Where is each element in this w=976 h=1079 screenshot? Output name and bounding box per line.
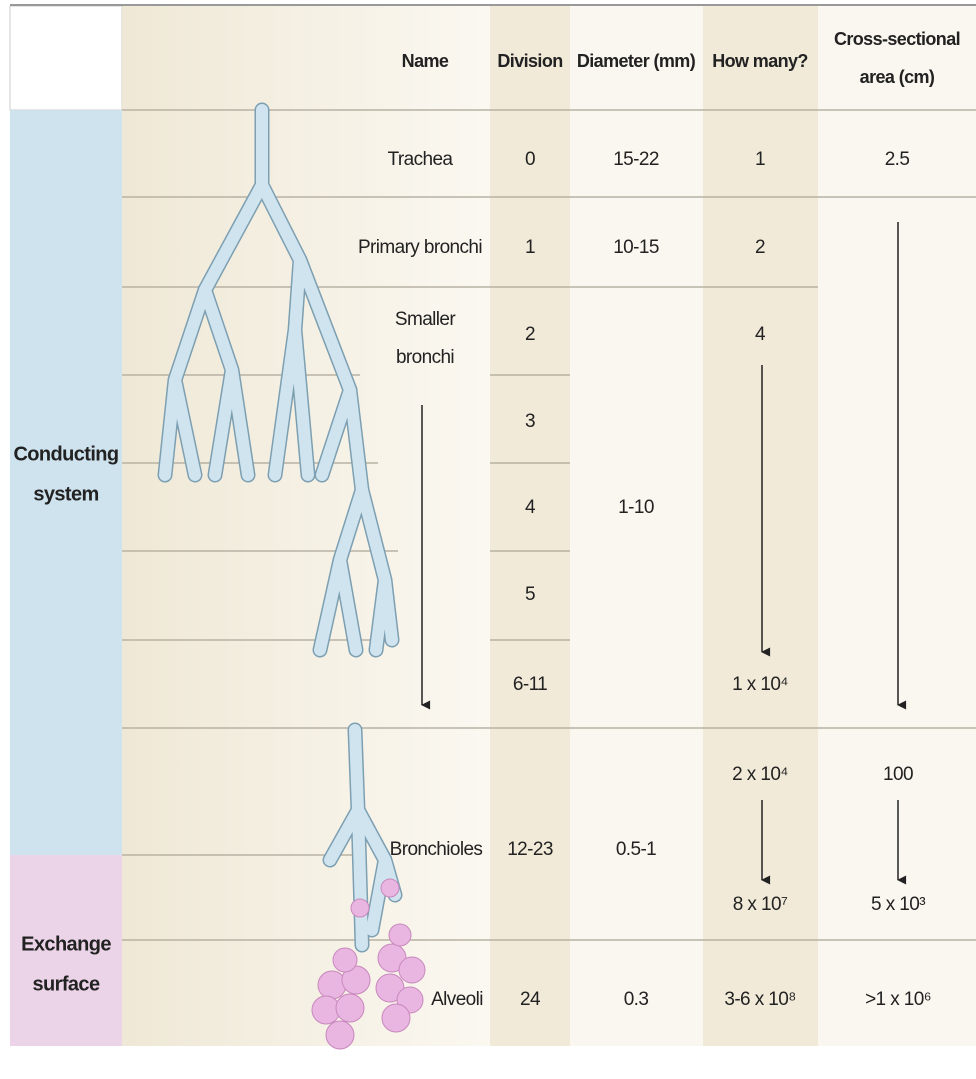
diameter: 15-22 bbox=[613, 149, 659, 170]
count: 4 bbox=[755, 324, 766, 345]
alveolus bbox=[389, 924, 411, 946]
division: 24 bbox=[520, 989, 541, 1010]
header: Name bbox=[402, 51, 449, 71]
page: Name Division Diameter (mm) How many? Cr… bbox=[0, 0, 976, 1079]
name: Trachea bbox=[388, 149, 454, 170]
header: area (cm) bbox=[860, 67, 935, 87]
area: 100 bbox=[883, 764, 913, 785]
alveolus bbox=[326, 1021, 354, 1049]
group-label: Conducting bbox=[13, 443, 118, 465]
diameter: 0.5-1 bbox=[616, 839, 656, 860]
division: 0 bbox=[525, 149, 535, 170]
count: 2 bbox=[755, 237, 765, 258]
diameter: 10-15 bbox=[613, 237, 659, 258]
division: 5 bbox=[525, 584, 535, 605]
name: Primary bronchi bbox=[358, 237, 482, 258]
group-label: Exchange bbox=[21, 933, 111, 955]
name: bronchi bbox=[396, 347, 454, 368]
division: 4 bbox=[525, 497, 536, 518]
alveolus bbox=[351, 899, 369, 917]
header: Cross-sectional bbox=[834, 29, 960, 49]
alveolus bbox=[381, 879, 399, 897]
alveolus bbox=[318, 971, 346, 999]
division: 3 bbox=[525, 411, 535, 432]
group-label: system bbox=[33, 483, 98, 505]
header: How many? bbox=[712, 51, 808, 71]
alveolus bbox=[333, 948, 357, 972]
division: 6-11 bbox=[513, 674, 547, 695]
header: Diameter (mm) bbox=[577, 51, 696, 71]
name: Bronchioles bbox=[390, 839, 483, 860]
division: 1 bbox=[525, 237, 535, 258]
count: 3-6 x 10⁸ bbox=[724, 989, 795, 1010]
count: 1 x 10⁴ bbox=[732, 674, 788, 695]
group-label: surface bbox=[33, 973, 100, 995]
diameter: 1-10 bbox=[618, 497, 654, 518]
area: 2.5 bbox=[885, 149, 910, 170]
airway-table: Name Division Diameter (mm) How many? Cr… bbox=[0, 0, 976, 1074]
area: 5 x 10³ bbox=[871, 894, 925, 915]
count: 8 x 10⁷ bbox=[733, 894, 788, 915]
corner-cell bbox=[10, 6, 122, 110]
alveolus bbox=[382, 1004, 410, 1032]
division: 12-23 bbox=[507, 839, 553, 860]
count: 1 bbox=[755, 149, 765, 170]
alveolus bbox=[399, 957, 425, 983]
division: 2 bbox=[525, 324, 535, 345]
header: Division bbox=[497, 51, 562, 71]
alveolus bbox=[336, 994, 364, 1022]
count: 2 x 10⁴ bbox=[732, 764, 788, 785]
name: Alveoli bbox=[431, 989, 483, 1010]
diameter: 0.3 bbox=[624, 989, 649, 1010]
name: Smaller bbox=[395, 309, 456, 330]
area: >1 x 10⁶ bbox=[865, 989, 931, 1010]
